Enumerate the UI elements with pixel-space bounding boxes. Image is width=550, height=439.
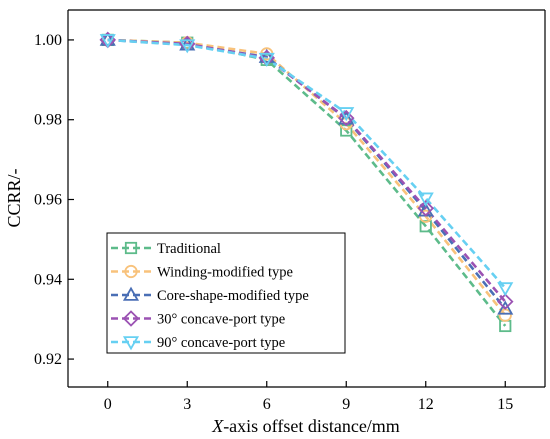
x-tick-label: 6 xyxy=(263,396,271,413)
y-tick-label: 0.92 xyxy=(34,351,62,368)
legend-marker xyxy=(124,264,138,279)
legend-label: 30° concave-port type xyxy=(157,312,285,328)
data-point-marker xyxy=(258,52,275,67)
series-markers xyxy=(99,31,514,333)
series-lines xyxy=(107,38,507,327)
legend-marker xyxy=(122,286,140,301)
x-axis-title-rest: -axis offset distance/mm xyxy=(223,416,400,436)
x-tick-label: 0 xyxy=(104,396,112,413)
y-tick-label: 0.94 xyxy=(34,271,62,288)
legend-label: Winding-modified type xyxy=(157,265,293,281)
data-point-marker xyxy=(179,39,196,54)
legend-label: Traditional xyxy=(157,241,221,257)
data-point-marker xyxy=(337,109,355,127)
y-tick-label: 1.00 xyxy=(34,32,62,49)
legend: Traditional Winding-modified type Core-sha… xyxy=(106,232,346,354)
legend-label: 90° concave-port type xyxy=(157,335,285,351)
data-point-marker xyxy=(417,192,434,207)
legend-marker xyxy=(122,310,140,327)
legend-marker xyxy=(124,241,138,255)
x-tick-label: 12 xyxy=(418,396,434,413)
x-axis-title-italic: X xyxy=(211,416,224,436)
series-line-5 xyxy=(107,38,507,289)
data-point-marker xyxy=(417,199,435,217)
data-point-marker xyxy=(419,220,432,233)
y-tick-label: 0.98 xyxy=(34,112,62,129)
data-point-marker xyxy=(99,34,116,49)
data-point-marker xyxy=(258,48,275,63)
x-tick-label: 15 xyxy=(497,396,513,413)
axis-ticks: 0 3 6 9 12 15 0.92 0.94 0.96 0.98 1.00 xyxy=(34,32,513,413)
x-tick-label: 9 xyxy=(342,396,350,413)
legend-marker xyxy=(122,336,140,351)
data-point-marker xyxy=(338,110,355,125)
data-point-marker xyxy=(497,282,514,297)
x-tick-label: 3 xyxy=(183,396,191,413)
x-axis-title: X-axis offset distance/mm xyxy=(211,416,400,436)
axes xyxy=(67,9,546,388)
data-point-marker xyxy=(179,36,196,51)
y-tick-label: 0.96 xyxy=(34,191,62,208)
y-axis-title: CCRR/- xyxy=(4,168,24,227)
legend-box xyxy=(106,232,346,354)
data-point-marker xyxy=(338,107,355,122)
data-point-marker xyxy=(497,300,514,315)
legend-label: Core-shape-modified type xyxy=(157,288,309,304)
data-point-marker xyxy=(496,293,514,310)
